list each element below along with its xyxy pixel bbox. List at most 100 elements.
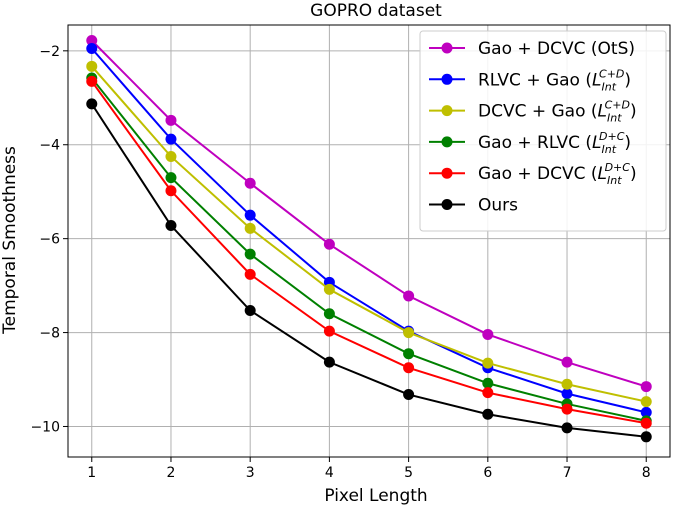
- legend-swatch-marker: [441, 42, 453, 54]
- legend-label: Ours: [478, 196, 518, 216]
- x-tick-label: 2: [167, 465, 176, 481]
- legend-swatch-marker: [441, 167, 453, 179]
- series-4: [86, 75, 652, 429]
- legend-label-symbol: L: [598, 164, 607, 184]
- data-point: [323, 356, 335, 368]
- data-point: [561, 356, 573, 368]
- legend-item: Ours: [429, 196, 518, 216]
- legend-label-main: RLVC + Gao (: [478, 70, 592, 90]
- series-5: [86, 98, 652, 443]
- data-point: [640, 381, 652, 393]
- data-point: [86, 42, 98, 54]
- legend-swatch-marker: [441, 105, 453, 117]
- series-layer: [86, 34, 652, 443]
- data-point: [165, 114, 177, 126]
- legend-label-subscript: Int: [607, 112, 622, 125]
- series-line: [91, 39, 647, 388]
- series-line: [91, 65, 647, 403]
- series-line: [90, 103, 647, 438]
- legend-label-main: Gao + DCVC (OtS): [478, 39, 635, 59]
- data-point: [482, 328, 494, 340]
- data-point: [244, 248, 256, 260]
- data-point: [403, 362, 415, 374]
- legend-label-superscript: C+D: [599, 67, 624, 80]
- legend-label-superscript: D+C: [605, 161, 631, 174]
- data-point: [482, 387, 494, 399]
- x-tick-label: 5: [404, 465, 413, 481]
- data-point: [561, 388, 573, 400]
- x-tick-label: 7: [563, 465, 572, 481]
- data-point: [165, 220, 177, 232]
- x-tick-label: 4: [325, 465, 334, 481]
- legend-label-main: Ours: [478, 196, 518, 216]
- x-tick-label: 8: [642, 465, 651, 481]
- legend-label-superscript: D+C: [599, 130, 625, 143]
- data-point: [640, 417, 652, 429]
- data-point: [323, 283, 335, 295]
- x-tick-label: 6: [483, 465, 492, 481]
- data-point: [86, 75, 98, 87]
- legend-item: Gao + DCVC (LIntD+C): [429, 161, 637, 187]
- series-line: [90, 80, 647, 425]
- legend-label-end: ): [630, 164, 637, 184]
- series-line: [90, 77, 647, 422]
- data-point: [482, 377, 494, 389]
- legend-label-end: ): [624, 70, 631, 90]
- data-point: [403, 348, 415, 360]
- y-tick-label: −8: [39, 326, 60, 342]
- legend-item: RLVC + Gao (LIntC+D): [429, 67, 631, 93]
- y-tick-label: −6: [39, 232, 60, 248]
- legend-label-main: Gao + RLVC (: [478, 133, 592, 153]
- legend-box: [419, 30, 667, 232]
- data-point: [244, 304, 256, 316]
- data-point: [86, 60, 98, 72]
- data-point: [403, 290, 415, 302]
- legend-label-subscript: Int: [601, 80, 616, 93]
- data-point: [244, 268, 256, 280]
- legend-label-symbol: L: [592, 70, 601, 90]
- data-point: [86, 98, 98, 110]
- legend-item: Gao + DCVC (OtS): [429, 39, 635, 59]
- data-point: [244, 222, 256, 234]
- data-point: [640, 406, 652, 418]
- data-point: [165, 133, 177, 145]
- data-point: [244, 177, 256, 189]
- data-point: [323, 308, 335, 320]
- y-tick-label: −10: [30, 419, 60, 435]
- plot-frame: [67, 24, 671, 458]
- data-point: [561, 403, 573, 415]
- series-2: [86, 60, 652, 408]
- data-point: [323, 325, 335, 337]
- data-point: [482, 408, 494, 420]
- series-line: [91, 47, 647, 414]
- legend-swatch-marker: [441, 73, 453, 85]
- legend-label-symbol: L: [592, 133, 601, 153]
- legend-swatch-marker: [441, 136, 453, 148]
- data-point: [403, 389, 415, 401]
- y-tick-label: −2: [39, 44, 60, 60]
- series-0: [86, 34, 652, 393]
- legend-label-main: Gao + DCVC (: [478, 164, 598, 184]
- data-point: [244, 209, 256, 221]
- data-point: [561, 422, 573, 434]
- x-axis-label: Pixel Length: [324, 486, 427, 506]
- legend: Gao + DCVC (OtS)RLVC + Gao (LIntC+D)DCVC…: [419, 30, 667, 232]
- legend-label-subscript: Int: [601, 143, 616, 156]
- legend-label: Gao + DCVC (OtS): [478, 39, 635, 59]
- legend-swatch-marker: [441, 199, 453, 210]
- data-point: [86, 34, 98, 46]
- legend-label-superscript: C+D: [605, 99, 630, 112]
- chart-title: GOPRO dataset: [310, 1, 442, 21]
- legend-label-subscript: Int: [607, 174, 622, 187]
- legend-label-end: ): [630, 102, 637, 122]
- data-point: [403, 327, 415, 339]
- y-tick-label: −4: [39, 138, 60, 154]
- data-point: [640, 396, 652, 408]
- legend-label: DCVC + Gao (LIntC+D): [478, 99, 637, 125]
- y-axis-label: Temporal Smoothness: [0, 146, 20, 335]
- legend-item: Gao + RLVC (LIntD+C): [429, 130, 631, 156]
- legend-label: Gao + DCVC (LIntD+C): [478, 161, 637, 187]
- legend-item: DCVC + Gao (LIntC+D): [429, 99, 637, 125]
- axes: 1 2 3 4 5 6 7 8 −2 −4 −6 −8 −10: [30, 44, 650, 481]
